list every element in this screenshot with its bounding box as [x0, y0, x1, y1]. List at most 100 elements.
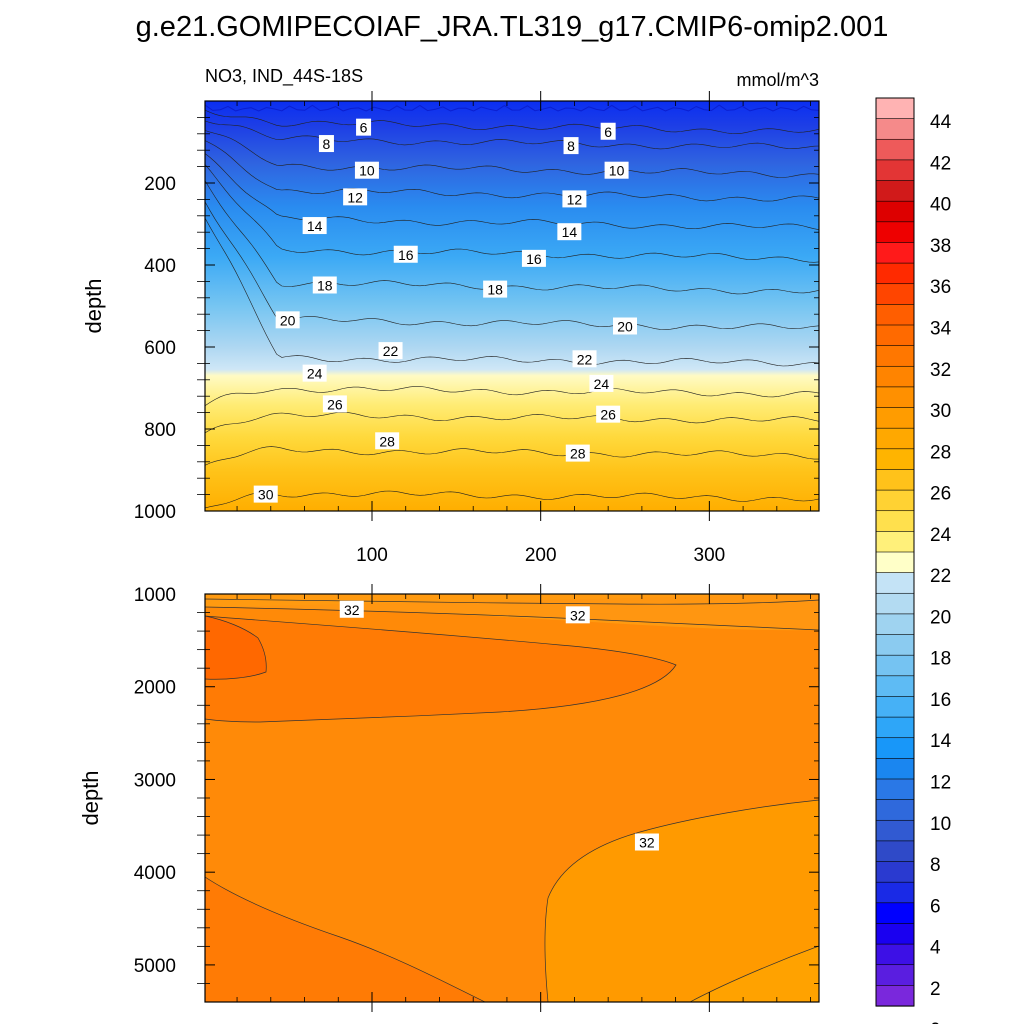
colorbar-label: 34: [930, 319, 952, 340]
colorbar-swatch: [875, 365, 915, 388]
contour-line-22: [205, 217, 819, 367]
lower-contour-label: 32: [339, 600, 364, 618]
upper-contour-label-bg: [483, 280, 508, 298]
colorbar-label: 2: [930, 979, 941, 1000]
colorbar-label: 22: [930, 566, 951, 587]
colorbar-swatch: [875, 138, 915, 161]
contour-line-12: [205, 140, 819, 202]
upper-contour-label-text: 28: [570, 446, 586, 462]
colorbar-label: 14: [930, 731, 952, 752]
upper-contour-label-bg: [600, 122, 616, 140]
colorbar-swatch: [875, 778, 915, 801]
colorbar-label: 6: [930, 896, 941, 917]
colorbar-swatch: [875, 200, 915, 223]
upper-contour-label: 12: [343, 188, 368, 206]
upper-contour-label-text: 24: [594, 376, 610, 392]
colorbar-label: 8: [930, 855, 941, 876]
colorbar: [875, 97, 915, 1007]
upper-contour-label-text: 14: [307, 218, 323, 234]
lower-contour-label: 32: [565, 606, 590, 624]
colorbar-label: 32: [930, 360, 951, 381]
ytick-label: 1000: [134, 585, 176, 606]
colorbar-swatch: [875, 345, 915, 367]
upper-contour-label-text: 10: [359, 163, 375, 179]
lower-contour-label-text: 32: [344, 602, 360, 618]
upper-contour-label-text: 10: [609, 163, 625, 179]
upper-contour-label-bg: [613, 317, 638, 335]
colorbar-swatch: [875, 696, 915, 718]
contour-line-28: [205, 446, 819, 466]
upper-contour-label-text: 30: [258, 487, 274, 503]
ytick-label: 600: [144, 338, 176, 359]
lower-axis-ticks: 1000 2000 3000 4000 5000: [134, 584, 819, 1012]
colorbar-label: 44: [930, 112, 952, 133]
ytick-label: 800: [144, 420, 176, 441]
contour-line-24: [205, 386, 819, 406]
colorbar-swatch: [875, 448, 915, 471]
lower-ylabel: depth: [78, 770, 103, 825]
upper-contour-label-bg: [375, 432, 400, 450]
upper-contour-label: 8: [318, 135, 334, 153]
lower-contour-label-bg: [565, 606, 590, 624]
colorbar-swatch: [875, 592, 915, 615]
colorbar-label: 20: [930, 607, 951, 628]
upper-contour-label-text: 8: [323, 136, 331, 152]
lower-bottom-left: [205, 877, 485, 1002]
lower-region-33: [205, 616, 676, 722]
upper-panel: NO3, IND_44S-18S mmol/m^3 200 400 600 800 10…: [81, 66, 820, 566]
upper-contour-label: 10: [604, 161, 629, 179]
upper-contour-label: 16: [393, 245, 418, 263]
upper-contour-label-text: 16: [526, 251, 542, 267]
upper-contour-label-bg: [322, 395, 347, 413]
ytick-label: 5000: [134, 956, 176, 977]
colorbar-swatch: [875, 923, 915, 945]
colorbar-swatch: [875, 902, 915, 925]
lower-contour-label-bg: [339, 600, 364, 618]
upper-contour-label-bg: [393, 245, 418, 263]
colorbar-label: 18: [930, 649, 951, 670]
upper-contour-label-text: 6: [604, 124, 612, 140]
contour-line-16: [205, 164, 819, 263]
contour-line-8: [205, 120, 819, 150]
colorbar-label: 38: [930, 236, 951, 257]
ytick-label: 4000: [134, 863, 176, 884]
colorbar-swatch: [875, 716, 915, 739]
upper-contour-label-text: 28: [379, 433, 395, 449]
colorbar-swatch: [875, 221, 915, 244]
colorbar-swatch: [875, 654, 915, 677]
colorbar-swatch: [875, 675, 915, 698]
ytick-label: 2000: [134, 678, 176, 699]
lower-region-34: [205, 616, 267, 680]
colorbar-swatch: [875, 551, 915, 574]
upper-contour-label-bg: [302, 217, 327, 235]
colorbar-label: 0: [930, 1020, 941, 1024]
upper-left-string: NO3, IND_44S-18S: [205, 66, 363, 87]
upper-contour-label: 8: [563, 137, 579, 155]
contour-line-18: [205, 180, 819, 295]
upper-contour-label-bg: [604, 161, 629, 179]
upper-contour-label-bg: [378, 342, 403, 360]
upper-contour-label: 20: [613, 317, 638, 335]
colorbar-swatch: [875, 469, 915, 491]
colorbar-swatch: [875, 799, 915, 821]
colorbar-label: 42: [930, 153, 951, 174]
lower-region-30: [690, 946, 819, 1002]
upper-contour-label-bg: [596, 405, 621, 423]
ytick-label: 3000: [134, 770, 176, 791]
colorbar-swatch: [875, 262, 915, 285]
colorbar-swatch: [875, 861, 915, 883]
upper-contour-label-text: 12: [567, 191, 583, 207]
colorbar-label: 30: [930, 401, 951, 422]
colorbar-swatch: [875, 634, 915, 656]
upper-contour-label-text: 20: [280, 312, 296, 328]
ytick-label: 400: [144, 256, 176, 277]
lower-contour-label-text: 32: [570, 607, 586, 623]
upper-contour-label-text: 26: [327, 396, 343, 412]
colorbar-label: 24: [930, 525, 952, 546]
upper-contour-label: 6: [600, 122, 616, 140]
contour-line-6: [205, 109, 819, 135]
upper-contour-label-bg: [562, 190, 587, 208]
colorbar-swatch: [875, 819, 915, 842]
colorbar-swatch: [875, 572, 915, 594]
upper-contour-label: 14: [557, 223, 582, 241]
